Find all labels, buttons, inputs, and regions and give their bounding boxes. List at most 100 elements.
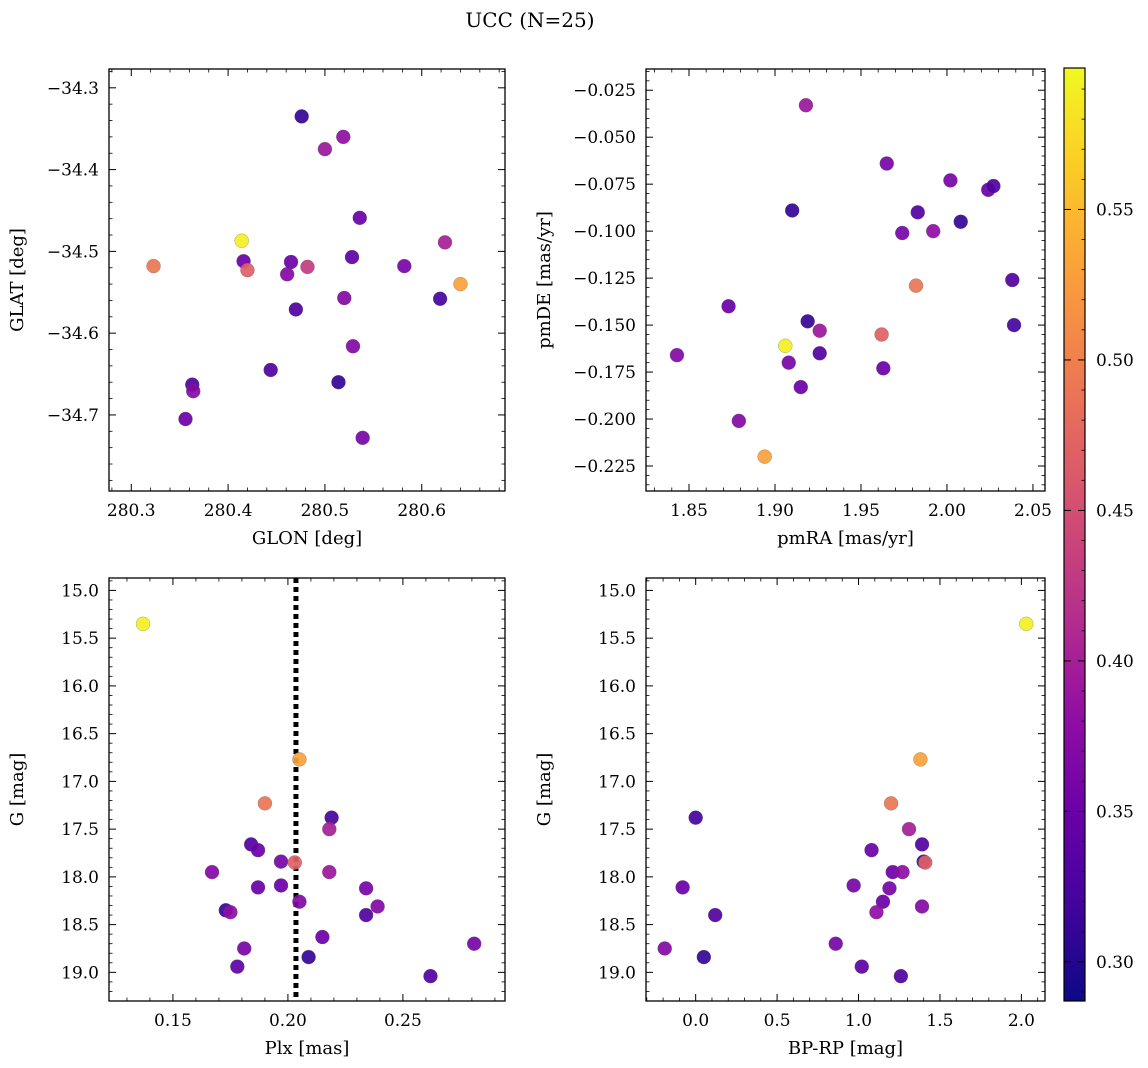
data-point	[953, 214, 968, 229]
x-tick-label: 1.85	[670, 501, 708, 521]
data-point	[283, 254, 299, 270]
data-point	[908, 278, 924, 293]
data-point	[812, 323, 827, 338]
panel-bprp-g: 0.0 0.5 1.0 1.5 2.0 15.0 15.5 16.0 16.5 17.0 17.5 1…	[534, 577, 1046, 1059]
x-tick-label: 280.3	[107, 501, 156, 521]
data-point	[315, 929, 330, 945]
y-tick-label: −34.4	[47, 161, 99, 181]
data-point	[986, 178, 1001, 194]
panel-plx-g: 0.15 0.20 0.25 15.0 15.5 16.0 16.5 17.0 17.5 18.0…	[7, 577, 506, 1059]
y-tick-label: 19.0	[598, 963, 636, 983]
colorbar-tick-label: 0.55	[1096, 200, 1134, 220]
data-point	[344, 249, 360, 265]
data-point	[1006, 317, 1022, 333]
axes-frame	[108, 577, 506, 1002]
data-point	[230, 959, 245, 974]
y-axis-label: GLAT [deg]	[7, 228, 28, 332]
y-tick-label: −34.3	[47, 79, 99, 99]
data-point	[778, 338, 793, 353]
y-tick-label: 18.0	[61, 868, 99, 888]
data-point	[864, 842, 879, 858]
data-point	[874, 327, 889, 342]
data-point	[336, 129, 351, 145]
data-point	[370, 899, 385, 914]
data-point	[279, 267, 295, 282]
panel-glon-glat: 280.3 280.4 280.5 280.6 −34.7 −34.6 −34.5 −34.4…	[7, 68, 506, 549]
data-point	[913, 752, 928, 767]
data-point	[675, 880, 690, 895]
data-point	[1019, 616, 1034, 632]
colorbar-tick-label: 0.45	[1096, 501, 1134, 521]
x-axis-label: pmRA [mas/yr]	[777, 528, 914, 549]
data-point	[257, 796, 273, 811]
data-point	[657, 941, 672, 956]
data-point	[273, 854, 289, 869]
x-tick-label: 0.5	[764, 1011, 791, 1031]
y-tick-label: −0.225	[573, 457, 636, 477]
y-tick-label: 19.0	[61, 963, 99, 983]
data-point	[731, 413, 747, 429]
data-point	[331, 375, 346, 390]
y-tick-label: 16.5	[61, 725, 99, 745]
y-axis-label: pmDE [mas/yr]	[534, 211, 555, 349]
data-point	[901, 821, 917, 837]
data-point	[301, 949, 316, 965]
data-point	[273, 878, 289, 893]
data-point	[466, 936, 482, 951]
data-point	[317, 141, 333, 157]
colorbar-tick-label: 0.50	[1096, 351, 1134, 371]
x-tick-label: 280.4	[204, 501, 253, 521]
y-tick-label: 15.0	[598, 581, 636, 601]
data-point	[292, 752, 307, 767]
x-tick-label: 0.15	[154, 1011, 192, 1031]
x-tick-label: 0.20	[269, 1011, 307, 1031]
data-point	[1005, 272, 1020, 288]
y-tick-label: 16.0	[598, 677, 636, 697]
x-tick-label: 0.0	[682, 1011, 709, 1031]
x-axis-label: Plx [mas]	[265, 1038, 350, 1059]
data-point	[355, 430, 370, 446]
data-point	[721, 299, 736, 314]
data-point	[178, 411, 193, 427]
data-point	[358, 881, 374, 896]
x-axis-label: GLON [deg]	[252, 528, 362, 549]
data-point	[708, 907, 723, 923]
data-point	[914, 899, 930, 914]
data-point	[893, 968, 909, 984]
y-tick-label: −0.025	[573, 81, 636, 101]
y-tick-label: −0.125	[573, 269, 636, 289]
data-point	[240, 262, 255, 278]
data-point	[875, 894, 891, 909]
data-point	[397, 258, 412, 274]
data-point	[918, 855, 933, 870]
data-point	[337, 290, 352, 306]
x-tick-label: 1.0	[845, 1011, 872, 1031]
y-tick-label: 18.0	[598, 868, 636, 888]
data-point	[828, 936, 843, 951]
data-point	[812, 346, 827, 361]
y-axis-label: G [mag]	[534, 753, 555, 826]
panel-pmra-pmde: 1.85 1.90 1.95 2.00 2.05 −0.225 −0.200 −0.175 −0…	[534, 68, 1052, 549]
data-point	[294, 109, 309, 124]
data-point	[798, 98, 814, 113]
data-point	[846, 878, 861, 893]
data-point	[895, 225, 910, 241]
y-tick-label: −34.7	[47, 406, 99, 426]
data-point	[869, 904, 884, 920]
data-point	[146, 258, 161, 274]
axes-frame	[645, 68, 1046, 492]
data-point	[358, 907, 374, 923]
data-point	[322, 864, 337, 880]
data-point	[757, 449, 772, 464]
data-point	[292, 894, 307, 909]
figure-title: UCC (N=25)	[465, 8, 594, 32]
y-tick-label: 18.5	[61, 916, 99, 936]
data-point	[263, 362, 278, 378]
data-point	[135, 616, 151, 632]
x-tick-label: 2.05	[1014, 501, 1052, 521]
data-point	[250, 880, 266, 895]
data-point	[288, 302, 304, 317]
x-axis-label: BP-RP [mag]	[788, 1038, 903, 1059]
y-tick-label: −34.5	[47, 242, 99, 262]
